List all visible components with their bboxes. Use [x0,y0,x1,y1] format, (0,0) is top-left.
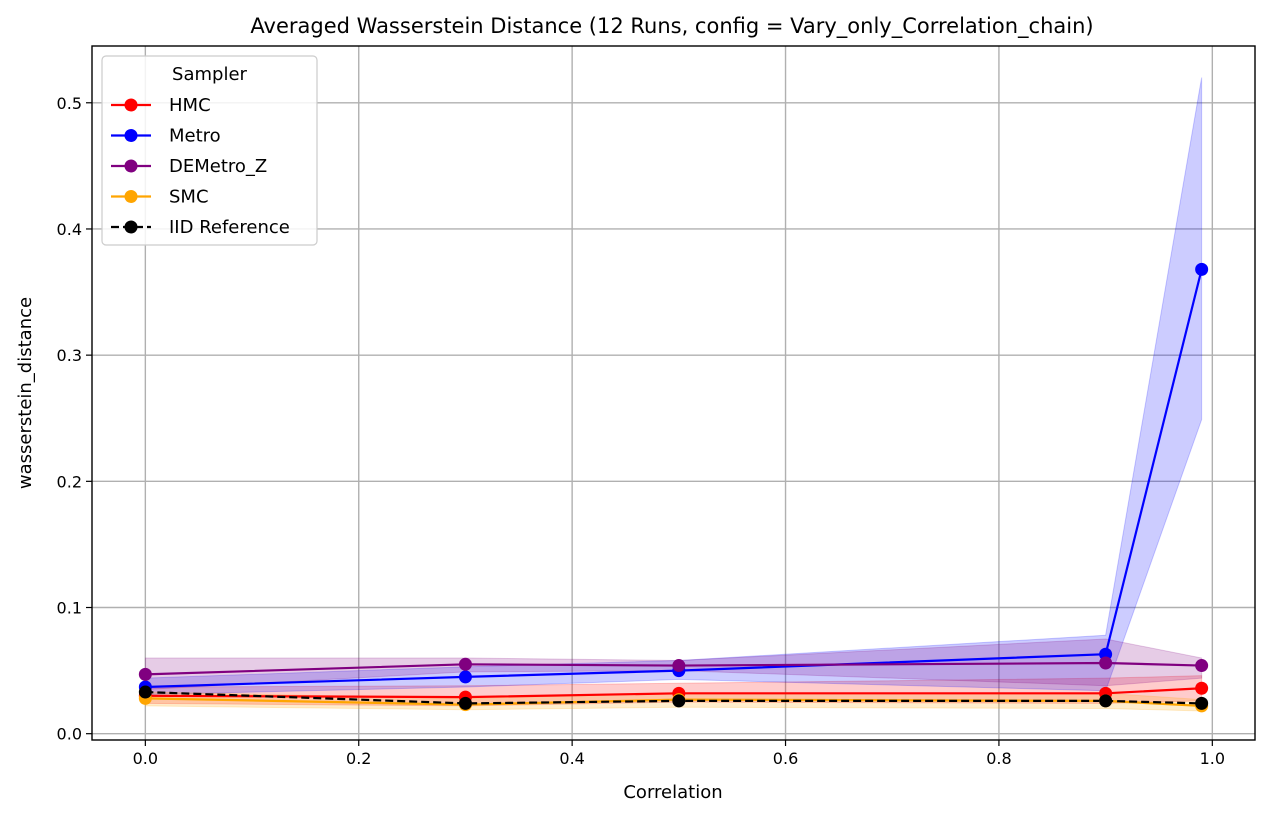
y-tick-label: 0.0 [57,725,82,744]
legend-hmc-marker [124,98,138,112]
legend-metro-label: Metro [169,126,221,147]
x-tick-label: 1.0 [1200,749,1225,768]
y-tick-label: 0.1 [57,599,82,618]
iid-reference-point [458,696,472,710]
legend-box [101,55,318,246]
series-markers [138,262,1209,713]
demetro-z-point [138,667,152,681]
x-tick-label: 0.8 [986,749,1011,768]
y-tick-label: 0.4 [57,220,82,239]
legend: Sampler HMC Metro DEMetro_Z SMC IID Referenc… [101,55,318,246]
legend-title: Sampler [172,64,247,85]
legend-entries: HMC Metro DEMetro_Z SMC IID Reference [111,95,290,238]
demetro-z-point [1195,659,1209,673]
iid-reference-point [1195,696,1209,710]
grid-lines [92,46,1255,740]
iid-reference-point [672,694,686,708]
legend-demetro-z-label: DEMetro_Z [169,156,267,177]
legend-iid-reference-marker [124,220,138,234]
chart-title: Averaged Wasserstein Distance (12 Runs, … [250,14,1093,39]
legend-metro-marker [124,129,138,142]
plot-frame [91,45,1256,741]
legend-demetro-z-marker [124,159,138,173]
x-axis-ticks: 0.0 0.2 0.4 0.6 0.8 1.0 [133,740,1225,768]
iid-reference-point [1099,694,1113,708]
legend-smc-marker [124,190,138,203]
x-axis-label: Correlation [623,782,722,803]
x-tick-label: 0.4 [559,749,584,768]
y-tick-label: 0.2 [57,472,82,491]
x-tick-label: 0.0 [133,749,158,768]
iid-reference-point [138,685,152,699]
demetro-z-point [458,657,472,671]
metro-point [1195,262,1209,276]
demetro-z-point [672,659,686,673]
y-axis-ticks: 0.0 0.1 0.2 0.3 0.4 0.5 [57,94,92,744]
x-tick-label: 0.6 [773,749,798,768]
y-tick-label: 0.5 [57,94,82,113]
demetro-z-point [1099,656,1113,670]
legend-hmc-label: HMC [169,95,211,116]
metro-band [144,77,1203,696]
hmc-point [1195,681,1209,695]
metro-point [458,670,472,684]
legend-smc-label: SMC [169,187,209,208]
y-axis-label: wasserstein_distance [15,297,36,489]
y-tick-label: 0.3 [57,346,82,365]
legend-iid-reference-label: IID Reference [169,217,290,238]
x-tick-label: 0.2 [346,749,371,768]
